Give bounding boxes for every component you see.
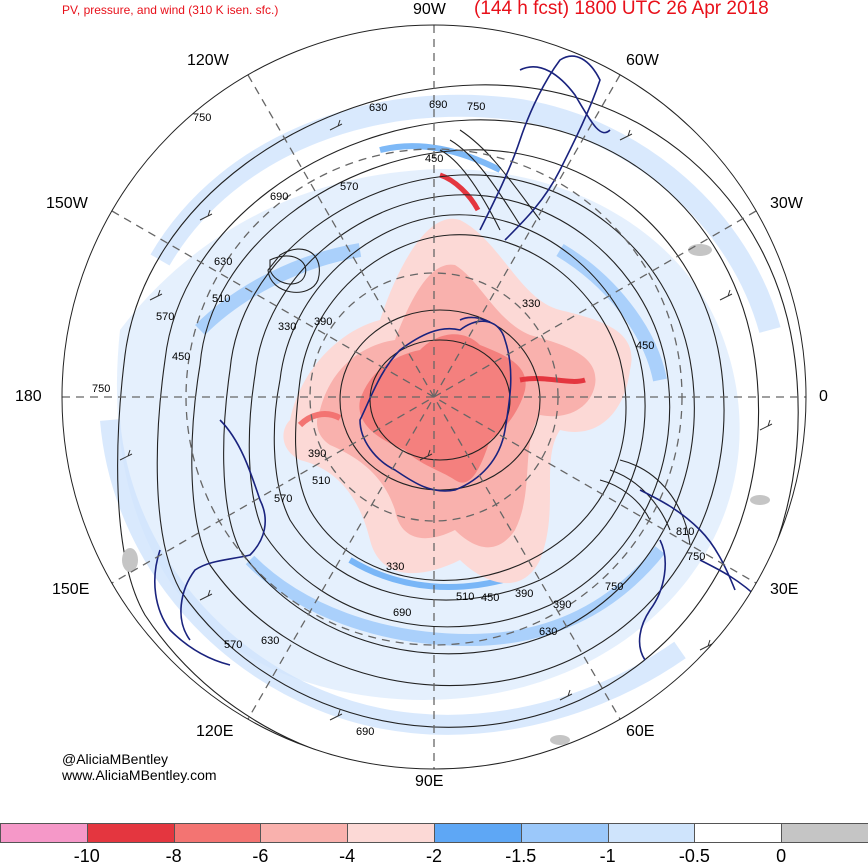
chart-title-left: PV, pressure, and wind (310 K isen. sfc.… — [62, 3, 279, 17]
contour-label: 750 — [605, 581, 623, 593]
contour-label: 630 — [214, 256, 232, 268]
lon-label-0: 0 — [819, 388, 828, 405]
contour-label: 570 — [274, 493, 292, 505]
contour-label: 450 — [172, 351, 190, 363]
contour-label: 750 — [92, 383, 110, 395]
contour-label: 390 — [314, 316, 332, 328]
map-boundary — [61, 24, 807, 770]
colorbar-tick-label: -8 — [165, 846, 182, 866]
lon-label-30w: 30W — [770, 195, 803, 212]
credit-website[interactable]: www.AliciaMBentley.com — [62, 767, 217, 783]
contour-label: 450 — [481, 592, 499, 604]
colorbar-swatch — [434, 823, 522, 843]
contour-label: 450 — [425, 153, 443, 165]
contour-label: 690 — [429, 99, 447, 111]
colorbar-tick-label: -10 — [73, 846, 100, 866]
colorbar-swatch — [86, 823, 175, 843]
contour-label: 510 — [212, 293, 230, 305]
contour-label: 510 — [312, 475, 330, 487]
height-contours — [117, 84, 799, 769]
contour-label: 690 — [270, 191, 288, 203]
polar-map: 630 690 750 450 570 750 690 630 510 570 … — [61, 24, 807, 770]
lon-label-90e: 90E — [415, 773, 444, 790]
colorbar-tick-label: -1.5 — [505, 846, 537, 866]
coastlines — [154, 55, 761, 666]
contour-label: 510 — [456, 591, 474, 603]
contour-label: 330 — [522, 298, 540, 310]
colorbar-swatch — [694, 823, 783, 843]
contour-label: 630 — [261, 635, 279, 647]
colorbar-tick-label: -4 — [339, 846, 356, 866]
contour-label: 330 — [386, 561, 404, 573]
lon-label-60e: 60E — [626, 723, 655, 740]
lon-label-30e: 30E — [770, 581, 799, 598]
colorbar-swatch — [260, 823, 349, 843]
contour-label: 570 — [224, 639, 242, 651]
contour-label: 390 — [308, 448, 326, 460]
colorbar-swatch — [781, 823, 868, 843]
contour-label: 390 — [515, 588, 533, 600]
contour-label: 630 — [539, 626, 557, 638]
colorbar-tick-label: -0.5 — [678, 846, 710, 866]
lat-lon-grid — [62, 25, 806, 769]
colorbar-swatch — [520, 823, 609, 843]
colorbar-swatch — [607, 823, 696, 843]
contour-label: 750 — [687, 551, 705, 563]
colorbar-swatch — [0, 823, 88, 843]
contour-label: 630 — [369, 102, 387, 114]
contour-label: 570 — [156, 311, 174, 323]
lon-label-120w: 120W — [187, 52, 229, 69]
credit-handle: @AliciaMBentley — [62, 751, 169, 767]
colorbar-swatch — [173, 823, 262, 843]
contour-value-labels: 630 690 750 450 570 750 690 630 510 570 … — [92, 99, 705, 738]
colorbar-tick-label: -6 — [252, 846, 269, 866]
colorbar-tick-label: -1 — [599, 846, 616, 866]
colorbar-swatch — [347, 823, 435, 843]
contour-label: 750 — [193, 112, 211, 124]
contour-label: 750 — [467, 101, 485, 113]
contour-label: 330 — [278, 321, 296, 333]
lon-label-150e: 150E — [52, 581, 90, 598]
contour-label: 570 — [340, 181, 358, 193]
lon-label-150w: 150W — [46, 195, 88, 212]
colorbar-tick-label: -2 — [425, 846, 442, 866]
contour-label: 450 — [636, 340, 654, 352]
contour-label: 690 — [356, 726, 374, 738]
lon-label-120e: 120E — [196, 723, 234, 740]
lon-label-90w: 90W — [413, 1, 446, 18]
wind-barbs — [119, 119, 773, 721]
contour-label: 390 — [553, 599, 571, 611]
lon-label-60w: 60W — [626, 52, 659, 69]
contour-label: 690 — [393, 607, 411, 619]
colorbar-tick-label: 0 — [776, 846, 787, 866]
contour-label: 810 — [676, 526, 694, 538]
lon-label-180: 180 — [15, 388, 42, 405]
chart-title-right: (144 h fcst) 1800 UTC 26 Apr 2018 — [474, 0, 769, 19]
